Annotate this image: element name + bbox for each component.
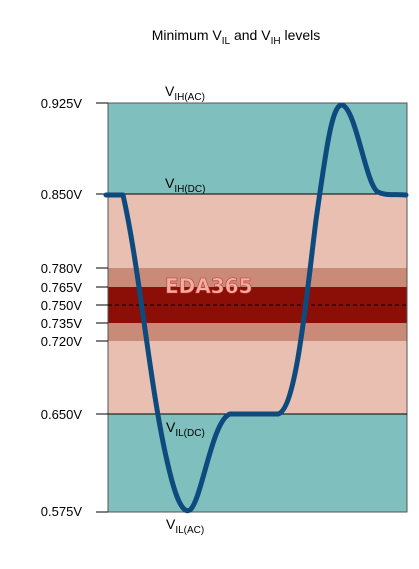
band-upper-pink	[108, 194, 407, 268]
tick-label: 0.765V	[41, 280, 83, 295]
label-vil-ac: VIL(AC)	[166, 516, 204, 536]
tick-label: 0.780V	[41, 261, 83, 276]
band-upper-rose	[108, 268, 407, 287]
title-suffix: levels	[281, 27, 321, 43]
band-vih-ac-region	[108, 103, 407, 194]
label-vih-dc-sub: IH(DC)	[174, 184, 205, 195]
label-vil-ac-main: V	[166, 516, 176, 532]
signal-waveform	[103, 102, 409, 514]
plot-frame	[107, 102, 408, 513]
tick-label: 0.750V	[41, 298, 83, 313]
label-vih-ac: VIH(AC)	[165, 83, 205, 103]
title-prefix: Minimum V	[152, 27, 223, 43]
label-vil-ac-sub: IL(AC)	[175, 525, 204, 536]
title-mid: and V	[230, 27, 271, 43]
label-vil-dc-main: V	[166, 419, 176, 435]
band-vil-ac-region	[108, 414, 407, 512]
y-axis-labels: 0.925V 0.850V 0.780V 0.765V 0.750V 0.735…	[41, 96, 83, 519]
label-vih-dc-main: V	[165, 175, 175, 191]
tick-label: 0.650V	[41, 407, 83, 422]
label-vih-ac-sub: IH(AC)	[174, 92, 205, 103]
tick-label: 0.925V	[41, 96, 83, 111]
label-vih-dc: VIH(DC)	[165, 175, 205, 195]
tick-label: 0.735V	[41, 316, 83, 331]
tick-label: 0.575V	[41, 504, 83, 519]
title-sub-il: IL	[222, 36, 231, 47]
diagram-title: Minimum VIL and VIH levels	[152, 27, 321, 47]
watermark-text: EDA365	[165, 274, 253, 298]
title-sub-ih: IH	[271, 36, 281, 47]
y-axis-ticks	[96, 102, 108, 513]
band-lower-rose	[108, 323, 407, 341]
label-vil-dc: VIL(DC)	[166, 419, 205, 439]
tick-label: 0.850V	[41, 187, 83, 202]
tick-label: 0.720V	[41, 334, 83, 349]
label-vil-dc-sub: IL(DC)	[175, 428, 204, 439]
label-vih-ac-main: V	[165, 83, 175, 99]
